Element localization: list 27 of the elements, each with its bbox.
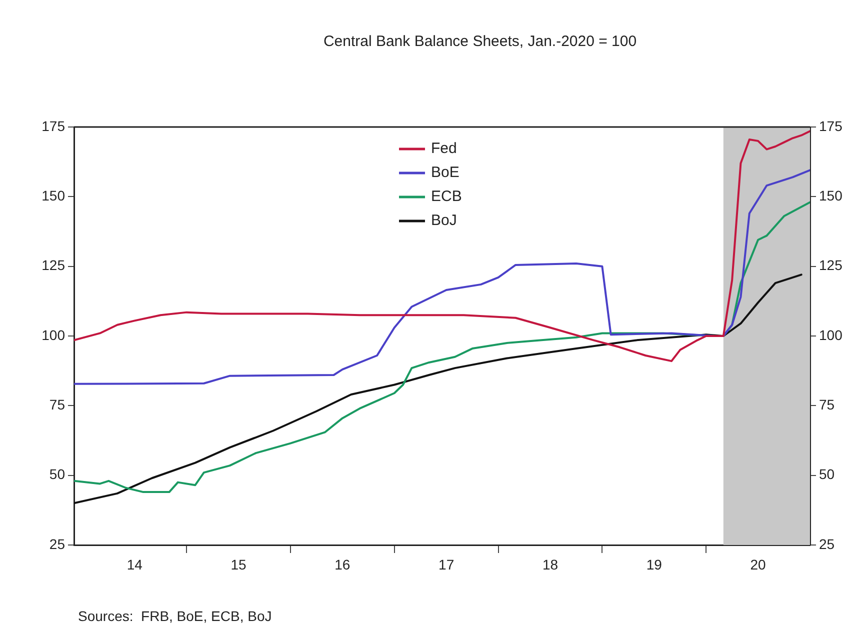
y-tick-label: 75 (49, 396, 66, 413)
source-note: Sources: FRB, BoE, ECB, BoJ (78, 608, 272, 624)
y2-tick-label: 75 (819, 396, 835, 413)
y2-tick-label: 125 (819, 257, 843, 274)
y2-tick-label: 25 (819, 536, 835, 552)
legend-label: ECB (431, 188, 462, 206)
y-tick-label: 100 (42, 326, 66, 343)
x-tick-label: 17 (438, 556, 454, 572)
legend-label: Fed (431, 140, 457, 158)
x-tick-label: 20 (750, 556, 766, 572)
y2-tick-label: 50 (819, 466, 835, 482)
y-tick-label: 25 (49, 536, 66, 552)
y2-tick-label: 100 (819, 326, 843, 343)
y2-tick-label: 150 (819, 188, 843, 204)
legend-label: BoE (431, 164, 460, 182)
y-tick-label: 175 (42, 118, 66, 134)
x-tick-label: 16 (334, 556, 350, 572)
x-tick-label: 15 (230, 556, 247, 572)
chart-title: Central Bank Balance Sheets, Jan.-2020 = 100 (323, 33, 637, 50)
x-tick-label: 14 (126, 556, 143, 572)
y-tick-label: 50 (49, 466, 66, 482)
y-tick-label: 150 (42, 188, 66, 204)
legend-label: BoJ (431, 212, 457, 230)
x-tick-label: 18 (542, 556, 558, 572)
y-tick-label: 125 (42, 257, 66, 274)
x-tick-label: 19 (646, 556, 662, 572)
y2-tick-label: 175 (819, 118, 843, 134)
